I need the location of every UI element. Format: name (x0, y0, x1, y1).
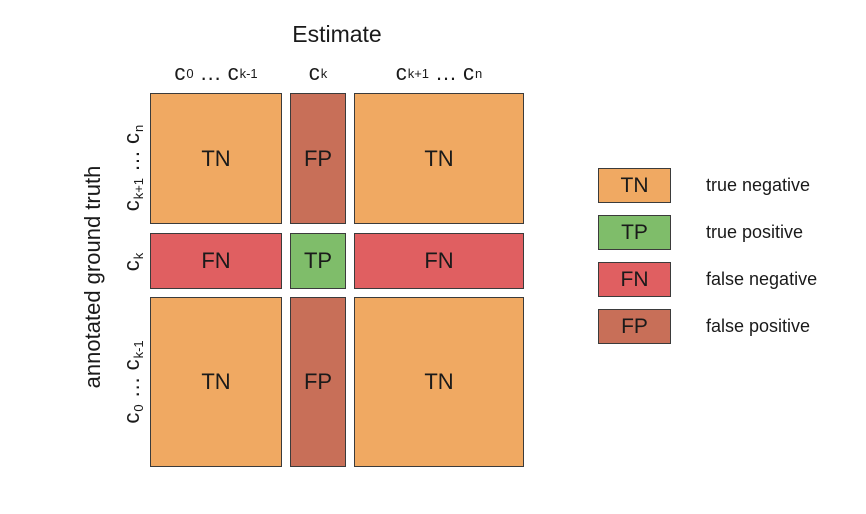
cell-row1-col2: FN (354, 233, 524, 289)
cell-row2-col0: TN (150, 297, 282, 467)
cell-row1-col0: FN (150, 233, 282, 289)
row-label-c0-to-ck-1: c0…ck-1 (119, 340, 146, 424)
legend-label-tn: true negative (706, 175, 811, 195)
legend-label-fn: false negative (706, 269, 818, 289)
cell-row0-col1: FP (290, 93, 346, 224)
cell-row2-col1: FP (290, 297, 346, 467)
legend-swatch-fp: FP (598, 309, 671, 344)
legend-label-tp: true positive (706, 222, 804, 242)
diagram-title: Estimate (292, 21, 382, 47)
cell-row0-col0: TN (150, 93, 282, 224)
legend-swatch-fn: FN (598, 262, 671, 297)
row-label-ck: ck (119, 252, 146, 272)
row-label-ck+1-to-cn: ck+1…cn (119, 124, 146, 212)
cell-row2-col2: TN (354, 297, 524, 467)
legend-swatch-tp: TP (598, 215, 671, 250)
column-label-c0-to-ck-1: c 0… c k-1 (174, 60, 258, 85)
legend-swatch-tn: TN (598, 168, 671, 203)
cell-row1-col1: TP (290, 233, 346, 289)
cell-row0-col2: TN (354, 93, 524, 224)
legend-label-fp: false positive (706, 316, 811, 336)
column-label-ck+1-to-cn: c k+1… c n (395, 60, 483, 85)
y-axis-label: annotated ground truth (80, 165, 105, 389)
